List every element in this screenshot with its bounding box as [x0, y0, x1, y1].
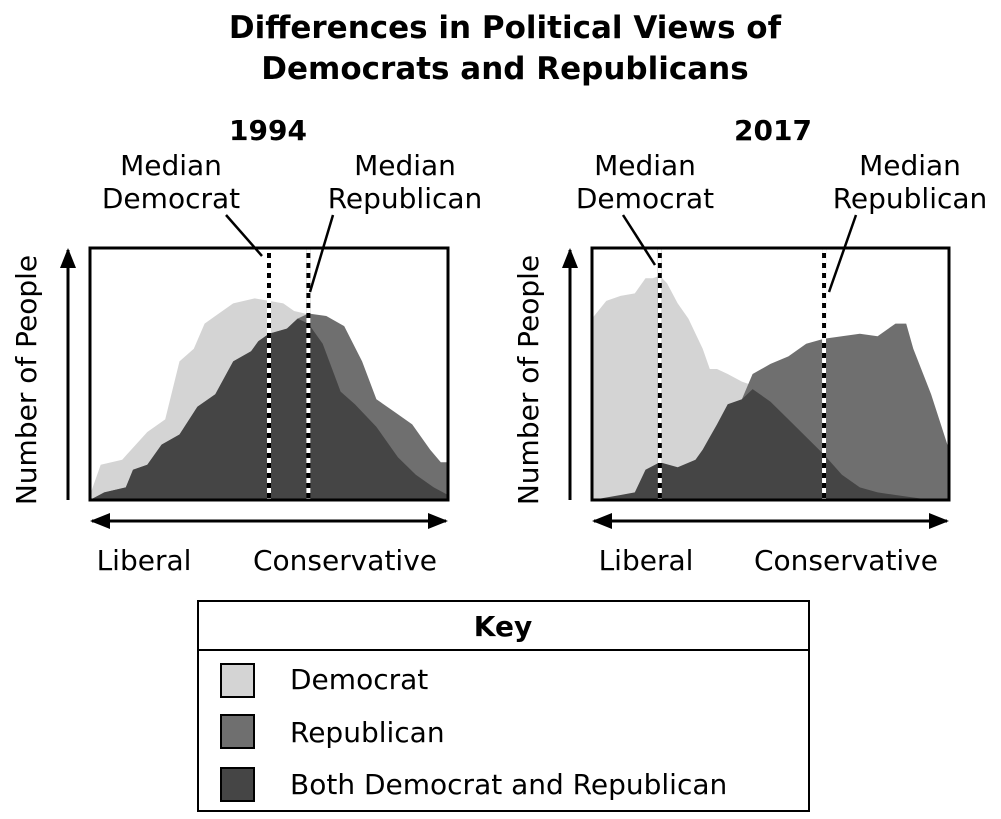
- median-democrat-label-line1: Median: [594, 149, 696, 182]
- legend-border: [197, 600, 810, 812]
- legend: Key Democrat Republican Both Democrat an…: [197, 600, 810, 812]
- median-republican-label-line1: Median: [859, 149, 961, 182]
- panel-title: 1994: [229, 114, 307, 147]
- legend-label-republican: Republican: [290, 716, 445, 749]
- median-republican-label-line2: Republican: [833, 182, 988, 215]
- area-democrat: [592, 275, 949, 500]
- y-axis-label: Number of People: [10, 255, 43, 505]
- x-axis-label-liberal: Liberal: [599, 544, 694, 577]
- x-axis-label-conservative: Conservative: [754, 544, 938, 577]
- median-republican-leader: [827, 214, 858, 293]
- legend-swatch-democrat: [220, 663, 255, 698]
- panel-title: 2017: [734, 114, 812, 147]
- median-democrat-label-line2: Democrat: [576, 182, 714, 215]
- panel-2017: 2017MedianDemocratMedianRepublicanNumber…: [512, 114, 987, 577]
- median-democrat-leader: [621, 214, 657, 266]
- legend-swatch-republican: [220, 714, 255, 749]
- median-republican-label-line2: Republican: [328, 182, 483, 215]
- median-democrat-label-line1: Median: [120, 149, 222, 182]
- panel-1994: 1994MedianDemocratMedianRepublicanNumber…: [10, 114, 482, 577]
- legend-label-both: Both Democrat and Republican: [290, 768, 727, 801]
- legend-heading: Key: [474, 610, 532, 643]
- median-democrat-label-line2: Democrat: [102, 182, 240, 215]
- chart-title-line1: Differences in Political Views of: [229, 10, 782, 46]
- area-both: [592, 389, 949, 500]
- x-axis-label-liberal: Liberal: [97, 544, 192, 577]
- plot-frame: [88, 246, 450, 502]
- median-democrat-leader: [225, 214, 263, 257]
- median-republican-leader: [308, 214, 335, 293]
- y-axis-label: Number of People: [512, 255, 545, 505]
- legend-swatch-both: [220, 767, 255, 802]
- chart-title-line2: Democrats and Republicans: [261, 51, 748, 87]
- median-republican-label-line1: Median: [354, 149, 456, 182]
- plot-frame: [590, 246, 951, 502]
- legend-label-democrat: Democrat: [290, 663, 428, 696]
- x-axis-label-conservative: Conservative: [253, 544, 437, 577]
